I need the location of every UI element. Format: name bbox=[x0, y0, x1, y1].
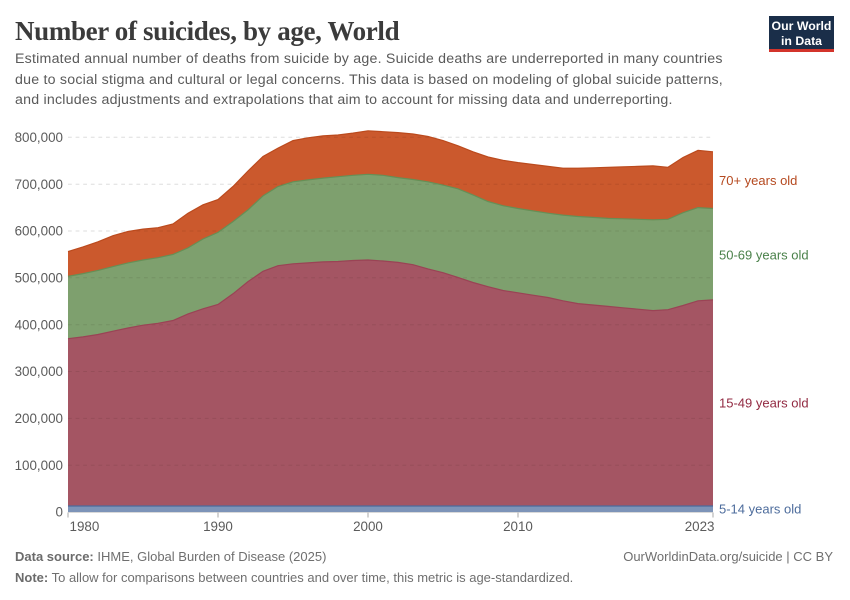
svg-text:600,000: 600,000 bbox=[15, 224, 63, 239]
svg-text:1980: 1980 bbox=[70, 519, 100, 534]
svg-text:5-14 years old: 5-14 years old bbox=[719, 502, 801, 517]
svg-text:50-69 years old: 50-69 years old bbox=[719, 247, 809, 262]
svg-text:2000: 2000 bbox=[353, 519, 383, 534]
svg-text:100,000: 100,000 bbox=[15, 458, 63, 473]
svg-text:200,000: 200,000 bbox=[15, 411, 63, 426]
svg-text:0: 0 bbox=[56, 505, 63, 520]
svg-text:2023: 2023 bbox=[685, 519, 715, 534]
svg-text:2010: 2010 bbox=[503, 519, 533, 534]
svg-text:1990: 1990 bbox=[203, 519, 233, 534]
svg-text:500,000: 500,000 bbox=[15, 270, 63, 285]
svg-text:15-49 years old: 15-49 years old bbox=[719, 396, 809, 411]
svg-text:400,000: 400,000 bbox=[15, 317, 63, 332]
svg-text:700,000: 700,000 bbox=[15, 177, 63, 192]
svg-text:300,000: 300,000 bbox=[15, 364, 63, 379]
svg-text:800,000: 800,000 bbox=[15, 130, 63, 145]
svg-text:70+ years old: 70+ years old bbox=[719, 173, 797, 188]
